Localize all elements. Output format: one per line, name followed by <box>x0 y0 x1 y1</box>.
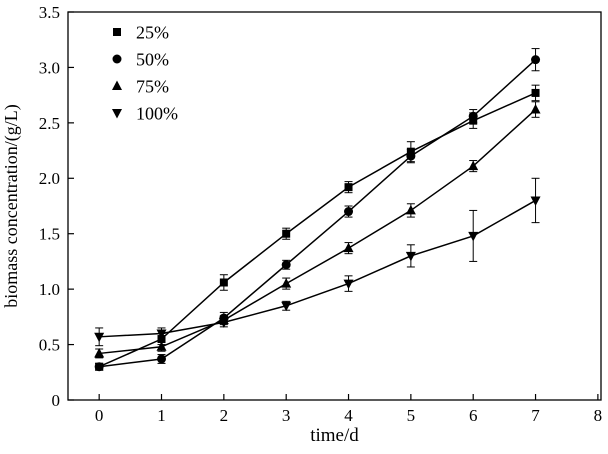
circle-marker <box>468 111 478 121</box>
series-line <box>98 92 536 368</box>
circle-marker <box>344 207 354 217</box>
triangle-down-marker <box>468 231 479 242</box>
x-tick-label: 5 <box>407 406 416 425</box>
y-tick-label: 0 <box>52 391 61 410</box>
x-tick-label: 0 <box>95 406 104 425</box>
triangle-up-marker <box>405 204 416 215</box>
series-75pct <box>94 101 541 359</box>
y-tick-label: 1.0 <box>39 280 60 299</box>
triangle-up-marker <box>112 80 122 90</box>
triangle-down-marker <box>218 318 229 328</box>
series-line <box>99 199 536 338</box>
plot-frame <box>67 11 602 401</box>
x-tick-label: 3 <box>282 406 291 425</box>
legend-label: 25% <box>136 22 169 42</box>
triangle-up-marker <box>530 104 541 114</box>
y-tick-label: 3.5 <box>39 3 60 22</box>
y-tick-label: 3.0 <box>39 58 60 77</box>
circle-marker <box>94 362 104 372</box>
y-tick-label: 0.5 <box>39 336 60 355</box>
y-tick-label: 2.5 <box>39 114 60 133</box>
triangle-down-marker <box>156 329 167 339</box>
triangle-down-marker <box>405 251 416 262</box>
legend-label: 50% <box>136 49 169 69</box>
x-tick-label: 8 <box>594 406 603 425</box>
x-tick-label: 4 <box>344 406 353 425</box>
legend: 25% 50% 75% 100% <box>112 22 178 123</box>
square-marker <box>219 278 228 287</box>
square-marker <box>113 28 121 36</box>
x-axis-label: time/d <box>310 425 359 446</box>
triangle-up-marker <box>343 242 354 253</box>
circle-marker <box>281 260 291 270</box>
circle-marker <box>531 55 541 65</box>
circle-marker <box>406 151 416 161</box>
triangle-down-marker <box>94 332 105 343</box>
x-tick-label: 2 <box>220 406 229 425</box>
square-marker <box>282 229 291 238</box>
triangle-down-marker <box>281 301 292 312</box>
x-tick-label: 7 <box>531 406 540 425</box>
triangle-down-marker <box>343 279 354 290</box>
circle-marker <box>157 354 167 364</box>
y-tick-label: 2.0 <box>39 169 60 188</box>
y-axis-label: biomass concentration/(g/L) <box>1 104 22 307</box>
series-100pct <box>94 177 541 347</box>
triangle-up-marker <box>468 160 479 171</box>
x-tick-label: 6 <box>469 406 478 425</box>
triangle-up-marker <box>156 341 167 351</box>
square-marker <box>344 183 353 192</box>
square-marker <box>531 88 540 97</box>
x-tick-label: 1 <box>157 406 166 425</box>
legend-label: 100% <box>136 103 178 123</box>
triangle-down-marker <box>112 109 122 119</box>
y-tick-label: 1.5 <box>39 225 60 244</box>
triangle-up-marker <box>281 278 292 288</box>
triangle-up-marker <box>94 347 105 358</box>
series-line <box>99 108 537 355</box>
circle-marker <box>112 54 122 64</box>
triangle-down-marker <box>530 196 541 206</box>
legend-label: 75% <box>136 76 169 96</box>
series-line <box>99 59 537 368</box>
